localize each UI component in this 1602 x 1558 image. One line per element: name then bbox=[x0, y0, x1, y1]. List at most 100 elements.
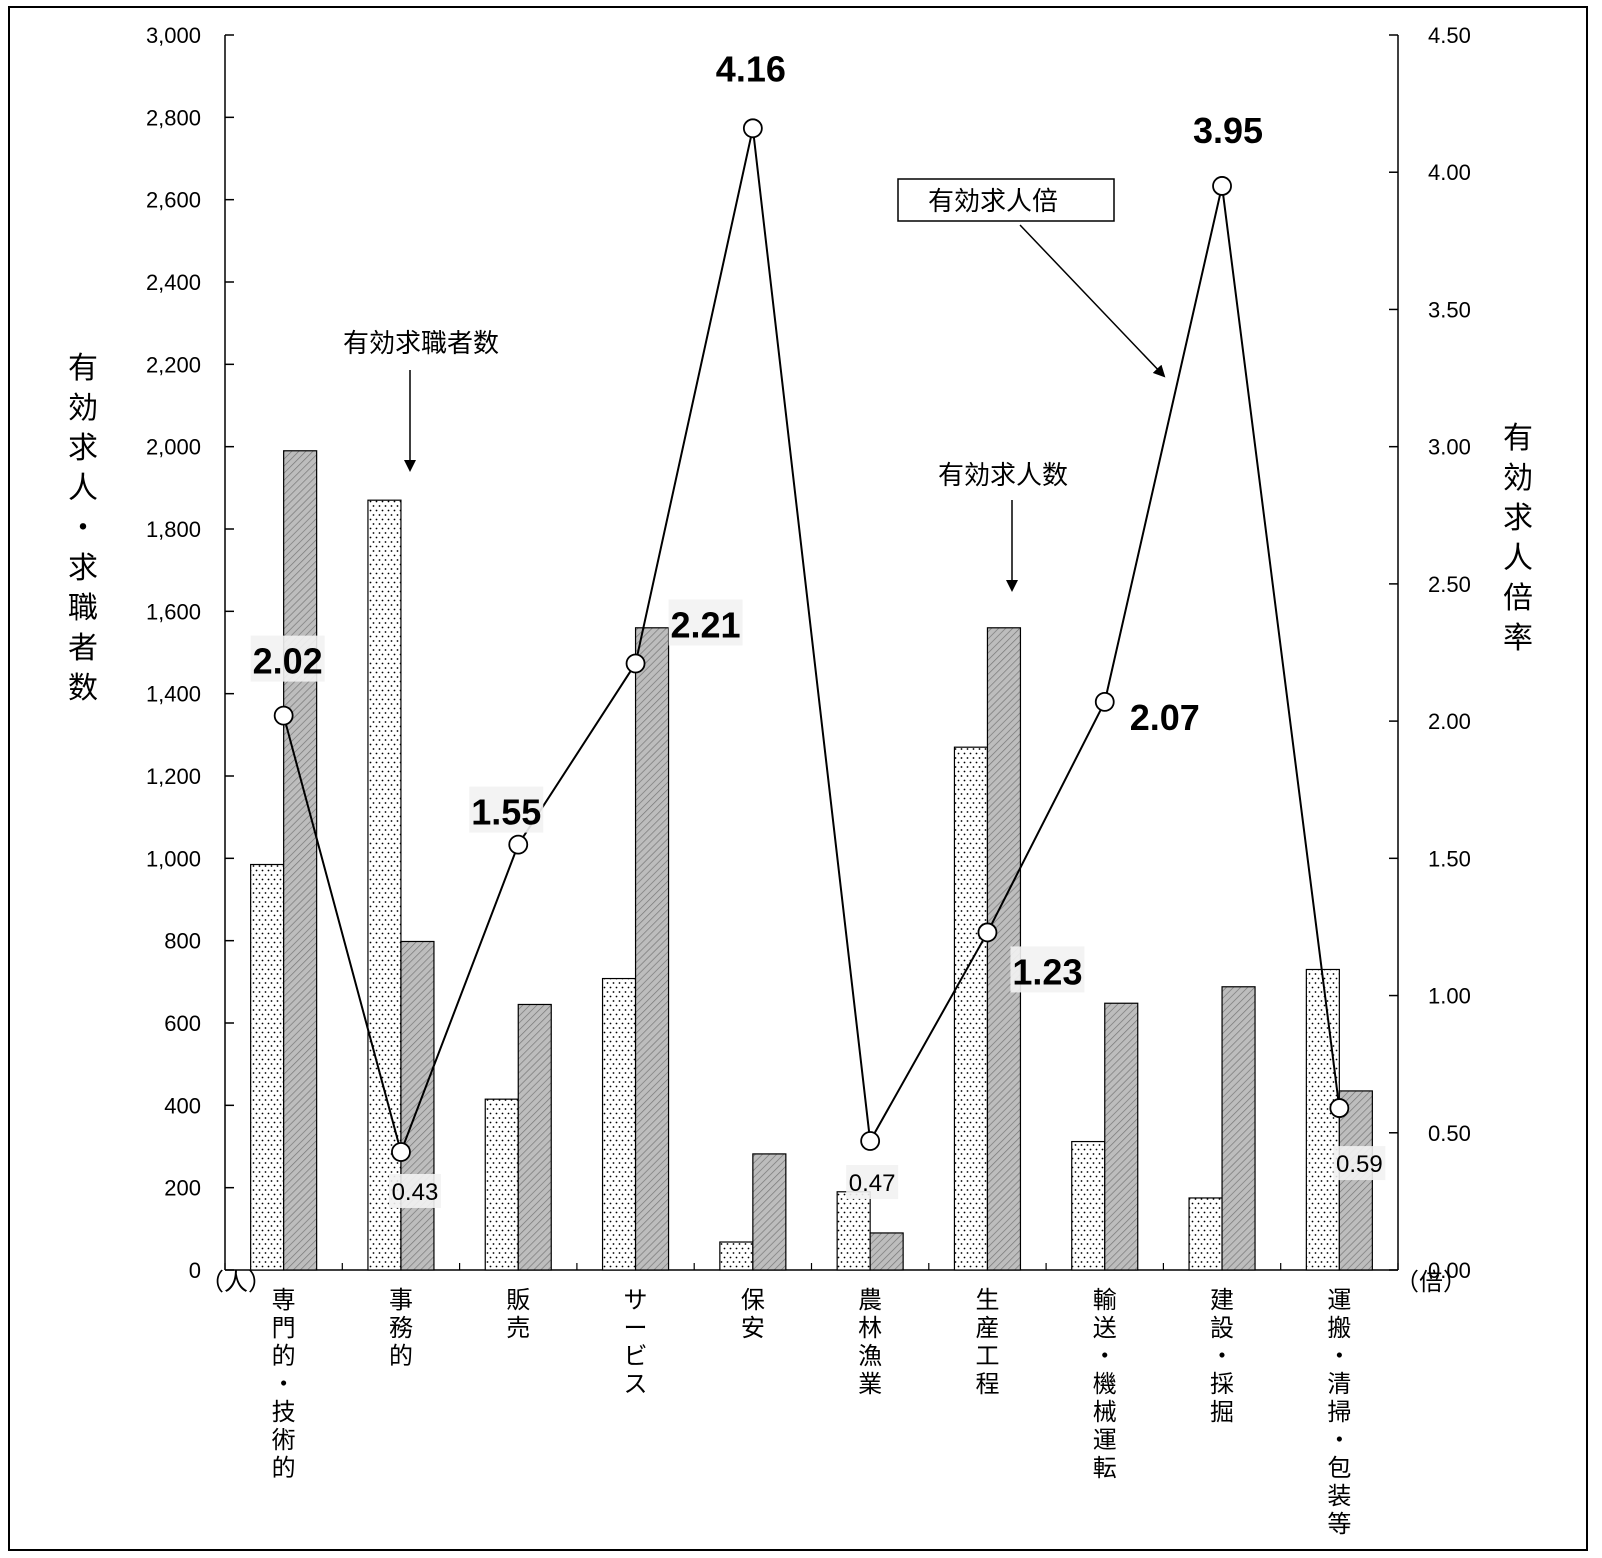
bar-openings bbox=[517, 1003, 552, 1271]
ratio-data-label: 2.21 bbox=[671, 604, 741, 645]
y-axis-title-right: 有効求人倍率 bbox=[1503, 421, 1533, 656]
data-labels: 2.02 0.43 1.55 2.21 4.16 0.47 1.23 2.07 3.95 0.59 bbox=[250, 48, 1386, 1208]
bar-openings bbox=[1104, 1002, 1139, 1271]
y-left-tick-label: 2,000 bbox=[146, 435, 201, 460]
y-left-tick-label: 400 bbox=[164, 1093, 201, 1118]
y-right-tick-label: 3.50 bbox=[1428, 297, 1471, 322]
ratio-data-label: 3.95 bbox=[1193, 110, 1263, 151]
annotation-openings: 有効求人数 bbox=[938, 461, 1068, 592]
y-right-tick-label: 3.00 bbox=[1428, 435, 1471, 460]
chart-frame bbox=[8, 6, 1588, 1551]
bar-seekers bbox=[719, 1241, 754, 1271]
data-label-background bbox=[1333, 1146, 1386, 1181]
bar-seekers bbox=[1071, 1140, 1106, 1271]
bar-openings bbox=[1338, 1090, 1373, 1271]
bar-openings bbox=[869, 1232, 904, 1271]
ratio-point bbox=[742, 118, 763, 139]
ratio-point bbox=[508, 834, 529, 855]
bars bbox=[250, 450, 1373, 1271]
axes: 0 200 400 600 800 1,000 1,200 1,400 1,600 1,800 2,… bbox=[146, 23, 1471, 1538]
bar-seekers bbox=[367, 499, 402, 1271]
category-label: 輸送・機械運転 bbox=[1093, 1286, 1117, 1482]
data-label-background bbox=[846, 1165, 899, 1200]
y-right-tick-label: 2.50 bbox=[1428, 572, 1471, 597]
y-left-tick-label: 2,400 bbox=[146, 270, 201, 295]
ratio-point bbox=[625, 653, 646, 674]
y-left-tick-label: 200 bbox=[164, 1176, 201, 1201]
bar-seekers bbox=[953, 746, 989, 1271]
bar-openings bbox=[752, 1153, 787, 1271]
ratio-data-label: 2.02 bbox=[253, 641, 323, 682]
y-axis-unit-left: （人） bbox=[200, 1268, 272, 1296]
category-label: 建設・採掘 bbox=[1210, 1286, 1234, 1426]
data-label-background bbox=[668, 599, 743, 646]
y-right-tick-label: 4.50 bbox=[1428, 23, 1471, 48]
annotation-openings-label: 有効求人数 bbox=[938, 461, 1068, 491]
bar-openings bbox=[1221, 986, 1256, 1271]
category-label: 運搬・清掃・包装等 bbox=[1327, 1286, 1351, 1538]
bar-seekers bbox=[484, 1098, 519, 1271]
bar-openings bbox=[283, 450, 318, 1271]
y-left-tick-label: 2,800 bbox=[146, 105, 201, 130]
y-left-tick-label: 600 bbox=[164, 1011, 201, 1036]
category-label: 販売 bbox=[506, 1286, 530, 1342]
category-label: 専門的・技術的 bbox=[272, 1286, 296, 1482]
ratio-data-label: 4.16 bbox=[716, 48, 786, 89]
category-label: サービス bbox=[624, 1286, 648, 1398]
y-left-tick-label: 2,200 bbox=[146, 352, 201, 377]
ratio-data-label: 0.59 bbox=[1336, 1151, 1383, 1178]
annotation-ratio: 有効求人倍 bbox=[897, 178, 1166, 378]
y-left-tick-label: 0 bbox=[189, 1258, 201, 1283]
bar-openings bbox=[400, 940, 435, 1271]
y-left-tick-label: 2,600 bbox=[146, 188, 201, 213]
data-label-background bbox=[250, 635, 325, 682]
ratio-point bbox=[273, 705, 294, 726]
annotation-ratio-arrow bbox=[1019, 224, 1166, 378]
ratio-point bbox=[1094, 692, 1115, 712]
annotation-ratio-label: 有効求人倍 bbox=[928, 187, 1058, 217]
bar-seekers bbox=[250, 863, 285, 1271]
ratio-point bbox=[391, 1142, 411, 1162]
category-label: 農林漁業 bbox=[858, 1286, 882, 1398]
category-label: 保安 bbox=[741, 1286, 765, 1342]
ratio-data-label: 1.55 bbox=[471, 792, 541, 833]
category-label: 生産工程 bbox=[975, 1286, 999, 1398]
bar-seekers bbox=[1305, 968, 1340, 1271]
ratio-point bbox=[1329, 1098, 1350, 1118]
bar-openings bbox=[634, 627, 670, 1271]
ratio-line bbox=[273, 118, 1350, 1162]
y-axis-unit-right: （倍） bbox=[1395, 1268, 1467, 1296]
annotation-seekers-label: 有効求職者数 bbox=[343, 329, 499, 359]
data-label-background bbox=[388, 1173, 441, 1208]
annotation-ratio-box bbox=[897, 178, 1115, 222]
ratio-series-line bbox=[282, 128, 1341, 1156]
y-right-tick-label: 1.50 bbox=[1428, 846, 1471, 871]
data-label-background bbox=[1010, 946, 1085, 993]
y-right-tick-label: 2.00 bbox=[1428, 709, 1471, 734]
y-left-tick-label: 3,000 bbox=[146, 23, 201, 48]
bar-seekers bbox=[601, 977, 637, 1271]
y-right-tick-label: 0.00 bbox=[1428, 1258, 1471, 1283]
annotation-seekers: 有効求職者数 bbox=[343, 329, 499, 472]
ratio-point bbox=[977, 922, 998, 943]
y-right-tick-label: 0.50 bbox=[1428, 1121, 1471, 1146]
data-label-background bbox=[469, 786, 544, 833]
y-left-tick-label: 1,000 bbox=[146, 846, 201, 871]
ratio-point bbox=[860, 1131, 881, 1151]
ratio-data-label: 2.07 bbox=[1130, 697, 1200, 738]
y-left-tick-label: 800 bbox=[164, 929, 201, 954]
bar-seekers bbox=[1188, 1197, 1223, 1271]
ratio-point bbox=[1212, 176, 1232, 196]
y-right-tick-label: 1.00 bbox=[1428, 984, 1471, 1009]
ratio-data-label: 0.43 bbox=[392, 1179, 439, 1206]
y-left-tick-label: 1,400 bbox=[146, 682, 201, 707]
y-left-tick-label: 1,800 bbox=[146, 517, 201, 542]
ratio-data-label: 1.23 bbox=[1012, 951, 1082, 992]
bar-seekers bbox=[836, 1191, 871, 1271]
category-label: 事務的 bbox=[389, 1286, 413, 1370]
ratio-data-label: 0.47 bbox=[849, 1170, 896, 1197]
y-left-tick-label: 1,200 bbox=[146, 764, 201, 789]
y-axis-title-left: 有効求人・求職者数 bbox=[68, 351, 98, 706]
y-left-tick-label: 1,600 bbox=[146, 599, 201, 624]
